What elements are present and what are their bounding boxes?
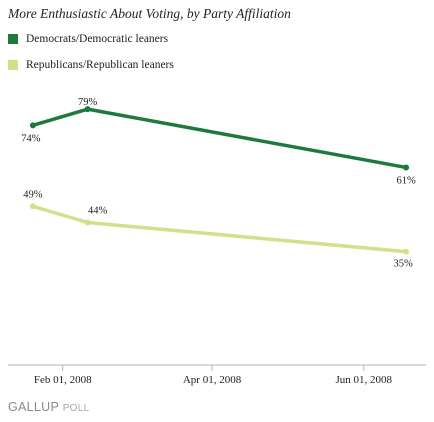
chart-title: More Enthusiastic About Voting, by Party… <box>8 6 291 21</box>
data-label-0-1: 79% <box>78 97 98 108</box>
series-line-0 <box>31 107 408 170</box>
x-tick-label-0: Feb 01, 2008 <box>34 374 92 386</box>
data-point-1-2 <box>403 248 410 255</box>
chart-legend: Democrats/Democratic leaners Republicans… <box>8 30 174 82</box>
data-label-1-1: 44% <box>88 206 108 217</box>
footer-brand: GALLUP <box>8 400 59 414</box>
data-point-0-0 <box>29 122 36 129</box>
data-label-1-2: 35% <box>393 259 413 270</box>
data-label-0-2: 61% <box>396 175 416 186</box>
legend-item-republicans: Republicans/Republican leaners <box>8 56 174 82</box>
data-label-1-0: 49% <box>23 189 43 200</box>
legend-item-democrats: Democrats/Democratic leaners <box>8 30 174 56</box>
data-point-1-1 <box>84 219 91 226</box>
data-point-0-1 <box>84 106 91 113</box>
legend-label-democrats: Democrats/Democratic leaners <box>26 33 169 45</box>
x-tick-label-2: Jun 01, 2008 <box>336 374 393 386</box>
gallup-poll-logo: GALLUP POLL <box>8 400 89 414</box>
footer-poll: POLL <box>62 403 90 414</box>
x-tick-label-1: Apr 01, 2008 <box>183 374 242 386</box>
legend-label-republicans: Republicans/Republican leaners <box>26 59 174 71</box>
legend-swatch-democrats <box>8 34 18 44</box>
data-point-0-2 <box>403 164 410 171</box>
legend-swatch-republicans <box>8 60 18 70</box>
data-point-1-0 <box>29 203 36 210</box>
data-label-0-0: 74% <box>21 133 41 144</box>
